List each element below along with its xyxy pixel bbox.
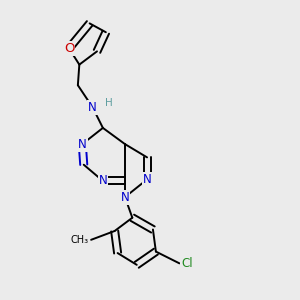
Text: N: N xyxy=(98,174,107,188)
Text: N: N xyxy=(78,138,87,151)
Text: N: N xyxy=(88,101,97,114)
Text: O: O xyxy=(64,42,74,55)
Text: N: N xyxy=(121,190,129,204)
Text: H: H xyxy=(105,98,113,108)
Text: N: N xyxy=(143,173,152,186)
Text: CH₃: CH₃ xyxy=(70,235,88,245)
Text: Cl: Cl xyxy=(181,257,193,270)
